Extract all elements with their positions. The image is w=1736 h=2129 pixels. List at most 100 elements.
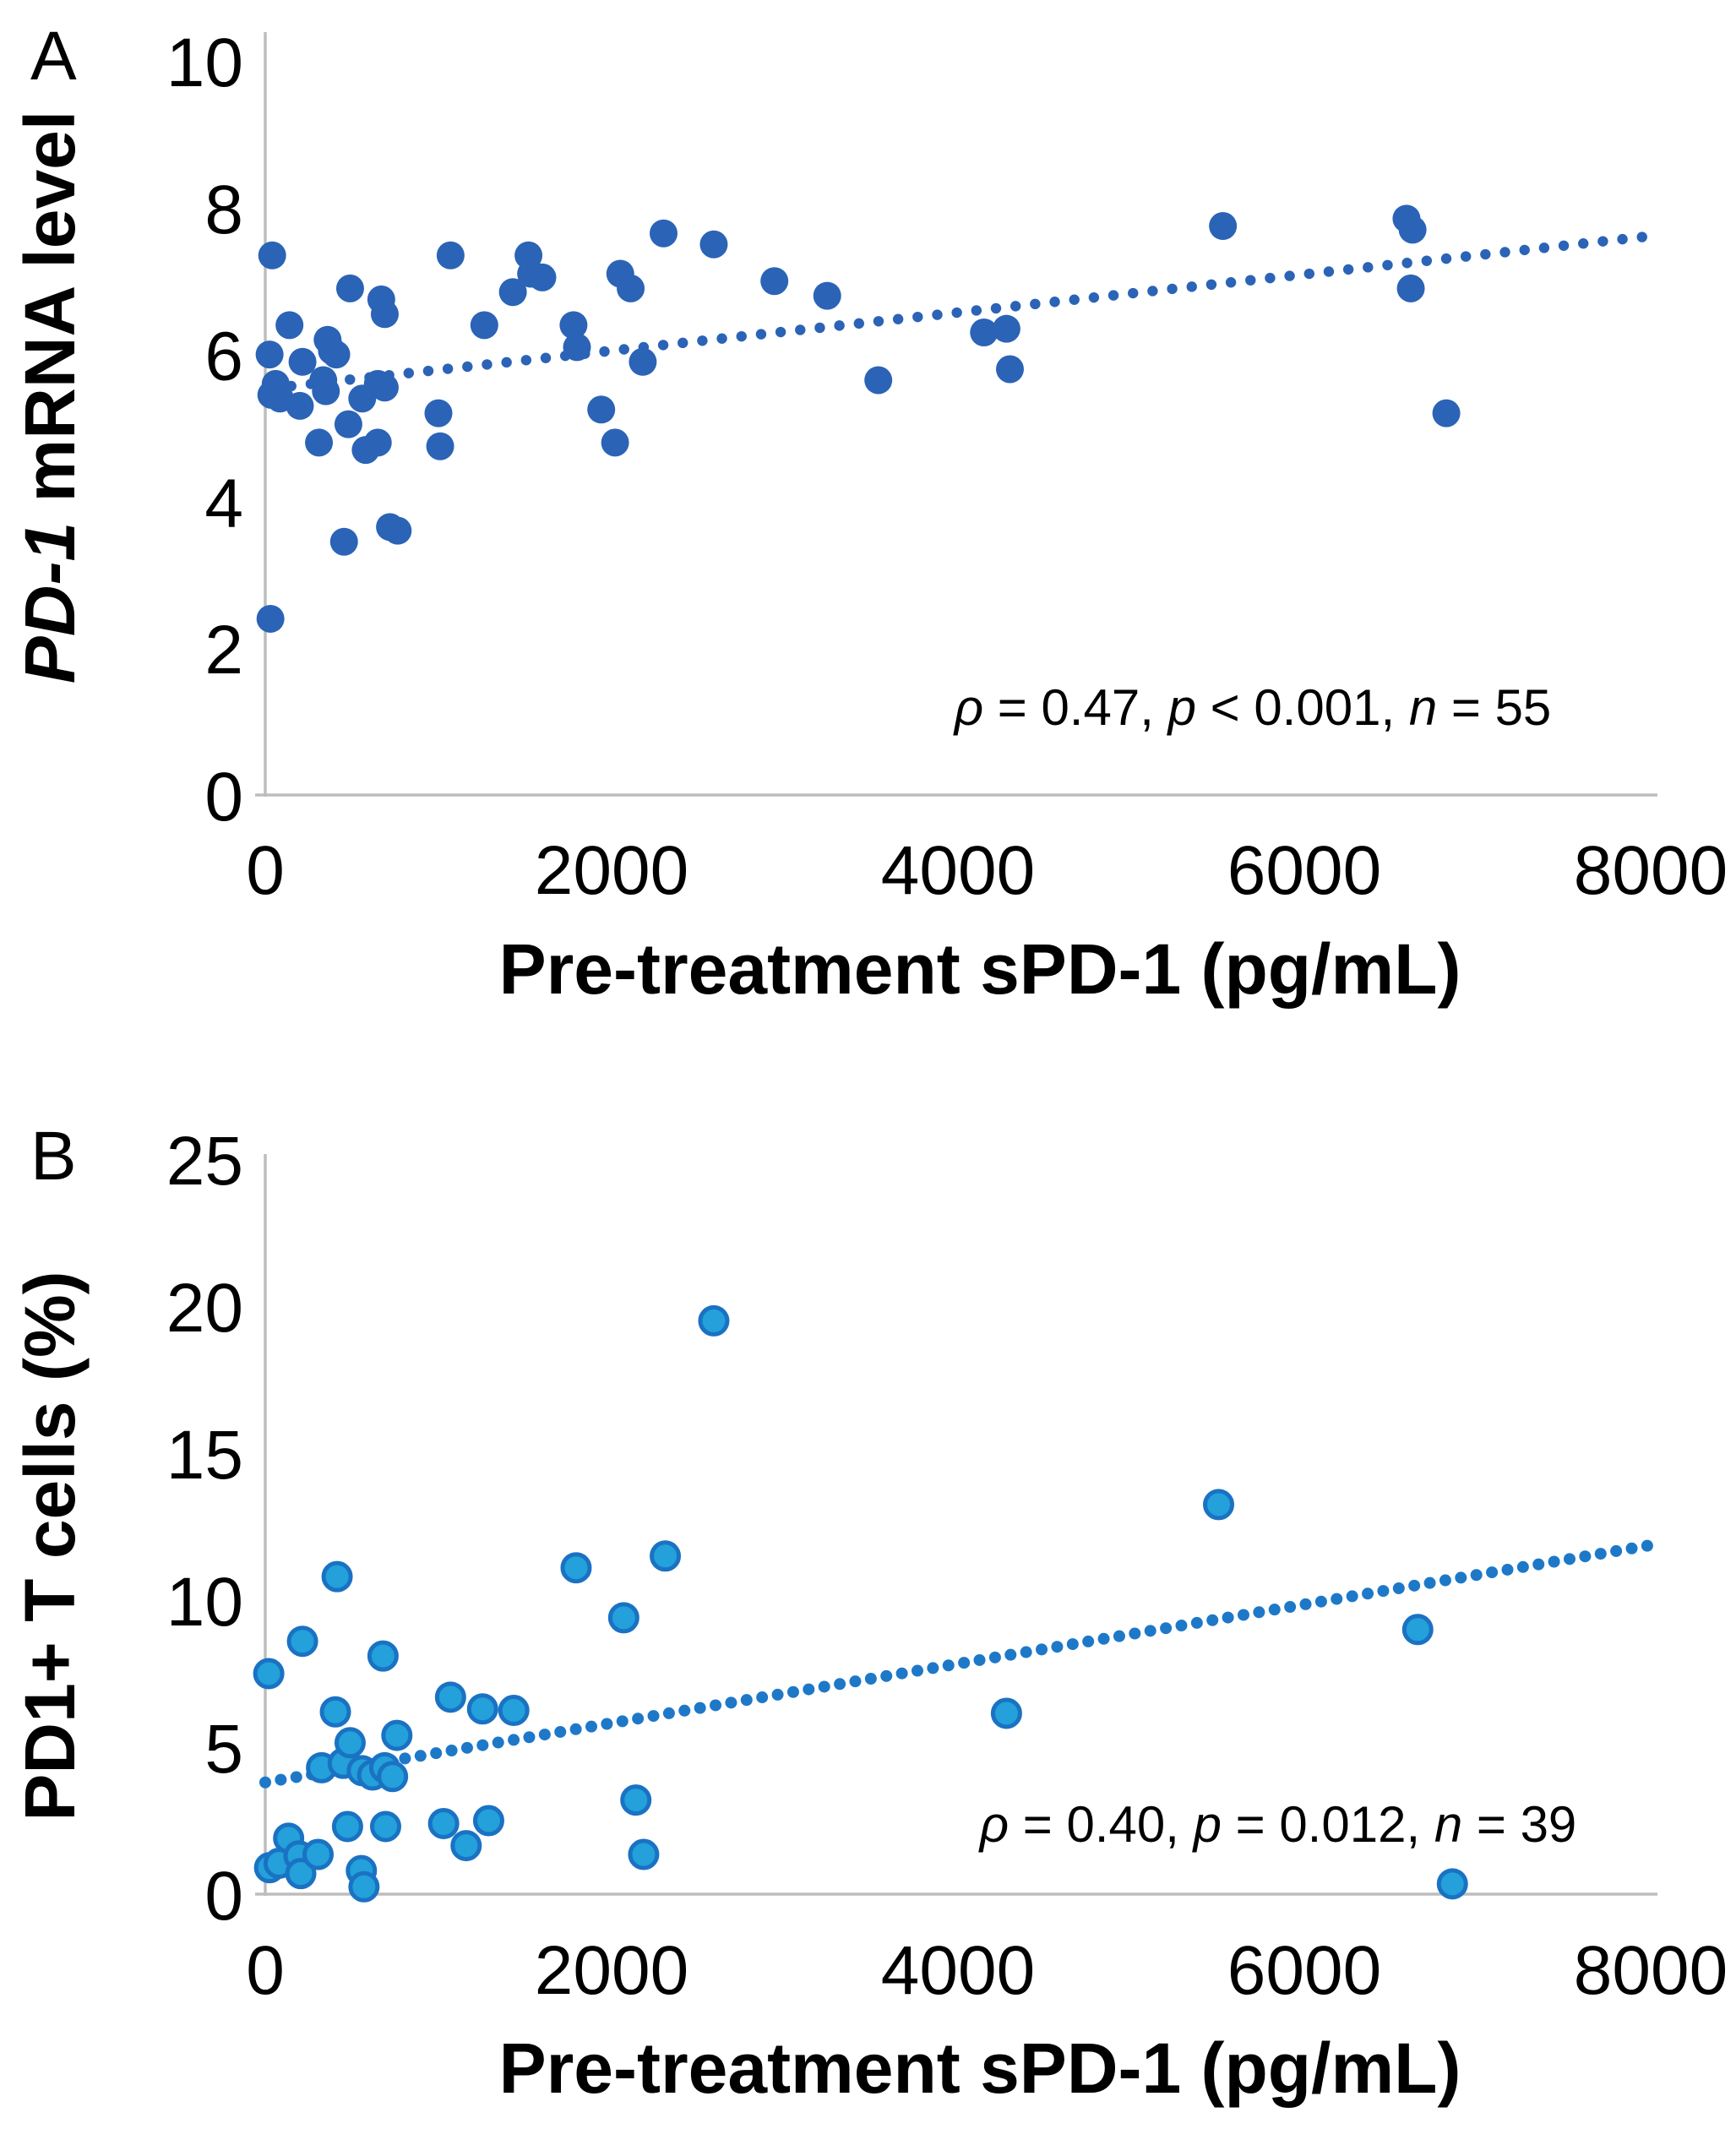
trendline-dot-a (618, 344, 629, 355)
data-point-a (370, 373, 399, 402)
data-point-b (381, 1719, 413, 1751)
trendline-dot-b (399, 1752, 411, 1765)
x-tick-label-b: 8000 (1574, 1932, 1728, 2009)
trendline-dot-a (442, 363, 454, 374)
data-point-a (322, 340, 351, 369)
trendline-dot-b (927, 1662, 939, 1674)
data-point-a (470, 311, 498, 340)
x-tick-label-a: 0 (246, 832, 285, 909)
trendline-dot-b (1470, 1569, 1483, 1582)
trendline-dot-b (756, 1691, 769, 1704)
y-tick-label-a: 10 (166, 25, 243, 101)
trendline-dot-a (1167, 283, 1178, 295)
data-point-a (286, 391, 314, 420)
trendline-dot-b (1051, 1641, 1064, 1653)
trendline-dot-a (1225, 277, 1237, 288)
data-point-a (334, 410, 362, 438)
trendline-dot-a (912, 311, 923, 323)
trendline-dot-b (460, 1741, 473, 1754)
trendline-dot-b (1377, 1585, 1390, 1598)
trendline-dot-a (1303, 268, 1314, 280)
trendline-dot-b (601, 1718, 613, 1730)
trendline-dot-a (1480, 248, 1491, 260)
data-point-a (650, 219, 678, 248)
y-tick-label-a: 4 (204, 465, 243, 542)
trendline-dot-b (492, 1736, 504, 1749)
data-point-b (321, 1560, 353, 1593)
data-point-b (990, 1697, 1022, 1729)
data-point-b (620, 1784, 652, 1816)
trendline-dot-b (973, 1653, 986, 1666)
trendline-dot-b (803, 1683, 815, 1696)
y-tick-label-b: 15 (166, 1417, 243, 1494)
trendline-dot-b (942, 1659, 955, 1672)
trendline-dot-b (958, 1657, 971, 1669)
data-point-a (370, 300, 399, 329)
trendline-dot-b (662, 1707, 675, 1719)
trendline-dot-a (1519, 244, 1530, 256)
trendline-dot-a (1107, 290, 1119, 301)
trendline-dot-b (259, 1776, 271, 1789)
trendline-dot-a (795, 324, 806, 335)
trendline-dot-b (1190, 1616, 1203, 1629)
data-point-a (498, 278, 527, 307)
data-point-a (992, 314, 1020, 343)
data-point-b (369, 1810, 401, 1843)
data-point-b (628, 1838, 660, 1870)
trendline-dot-b (864, 1673, 877, 1685)
trendline-dot-a (1049, 297, 1060, 308)
trendline-dot-a (1382, 259, 1393, 270)
panel-a-label: A (30, 18, 77, 95)
trendline-dot-a (1009, 301, 1021, 312)
trendline-dot-a (1597, 236, 1608, 247)
trendline-dot-a (1088, 291, 1100, 303)
trendline-dot-b (1144, 1625, 1156, 1637)
trendline-dot-b (508, 1734, 520, 1746)
data-point-a (970, 319, 999, 347)
trendline-dot-a (716, 333, 727, 344)
data-point-a (256, 604, 285, 633)
data-point-a (617, 274, 645, 302)
data-point-a (335, 274, 364, 302)
trendline-dot-b (1004, 1648, 1017, 1661)
data-point-b (427, 1807, 460, 1839)
trendline-dot-a (1363, 262, 1374, 273)
trendline-dot-a (1538, 242, 1550, 253)
data-point-b (498, 1695, 530, 1726)
trendline-dot-b (1253, 1606, 1265, 1619)
trendline-dot-a (345, 374, 356, 385)
trendline-dot-a (422, 365, 434, 377)
trendline-dot-a (540, 352, 552, 363)
data-point-b (698, 1304, 730, 1337)
trendline-dot-a (1147, 286, 1158, 297)
x-tick-label-b: 2000 (535, 1932, 688, 2009)
y-tick-label-b: 0 (204, 1858, 243, 1935)
trendline-dot-b (1036, 1643, 1048, 1656)
data-point-a (760, 267, 789, 296)
y-tick-label-a: 0 (204, 759, 243, 836)
data-point-b (650, 1540, 682, 1572)
data-point-b (1401, 1614, 1434, 1646)
trendline-dot-a (1440, 253, 1452, 264)
trendline-dot-a (736, 330, 747, 342)
panel-b-label: B (30, 1118, 77, 1195)
data-point-a (699, 230, 728, 259)
trendline-dot-a (1499, 247, 1510, 258)
trendline-dot-b (414, 1750, 427, 1762)
x-tick-label-a: 2000 (535, 832, 688, 909)
data-point-a (813, 281, 841, 310)
data-point-b (253, 1658, 285, 1690)
trendline-dot-a (892, 313, 904, 324)
trendline-dot-b (275, 1773, 287, 1786)
trendline-dot-a (1460, 251, 1472, 262)
trendline-dot-a (599, 346, 610, 357)
trendline-dot-b (786, 1685, 799, 1698)
data-point-a (258, 241, 286, 270)
data-point-a (275, 311, 304, 340)
data-point-a (528, 263, 557, 291)
trendline-dot-a (1401, 258, 1412, 269)
data-point-a (305, 428, 334, 457)
y-tick-label-b: 5 (204, 1711, 243, 1788)
trendline-dot-a (971, 305, 982, 316)
y-tick-label-b: 25 (166, 1123, 243, 1200)
